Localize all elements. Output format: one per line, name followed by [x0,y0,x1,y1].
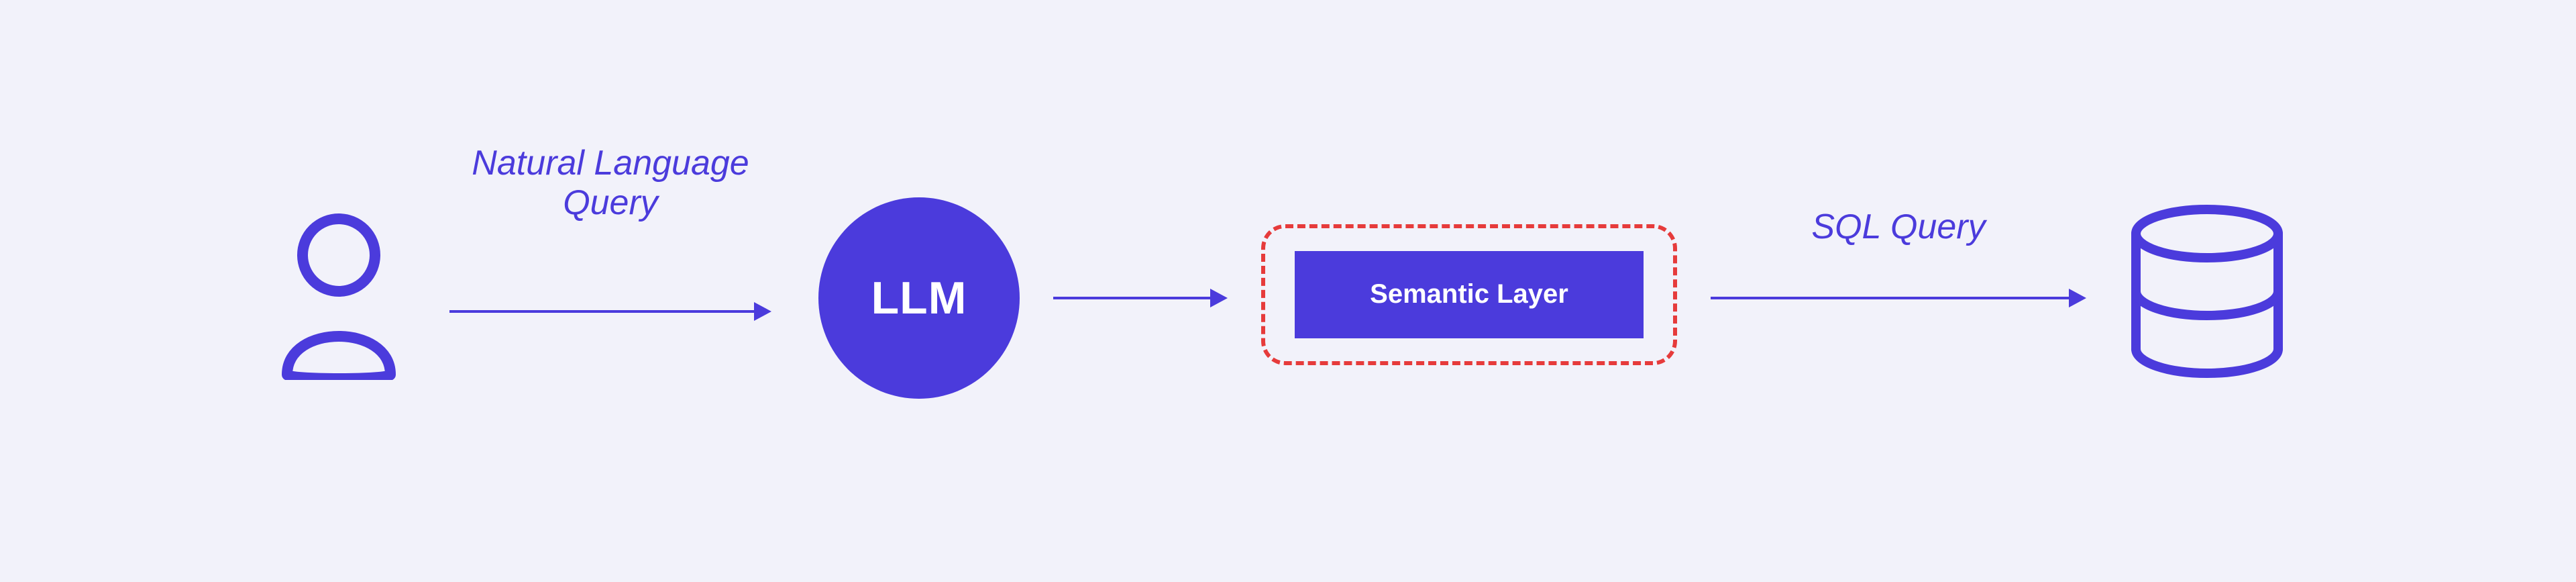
llm-node: LLM [818,197,1020,399]
semantic-layer-label: Semantic Layer [1370,279,1568,309]
label-natural-language-query: Natural Language Query [423,144,798,224]
label-sql-query: SQL Query [1758,207,2039,248]
llm-label: LLM [871,272,967,324]
semantic-layer-box: Semantic Layer [1295,251,1644,338]
database-icon [2127,204,2288,379]
user-icon [268,211,409,380]
diagram-stage: Natural Language Query LLM Semantic Laye… [215,90,2361,493]
semantic-layer-highlight: Semantic Layer [1261,224,1677,365]
